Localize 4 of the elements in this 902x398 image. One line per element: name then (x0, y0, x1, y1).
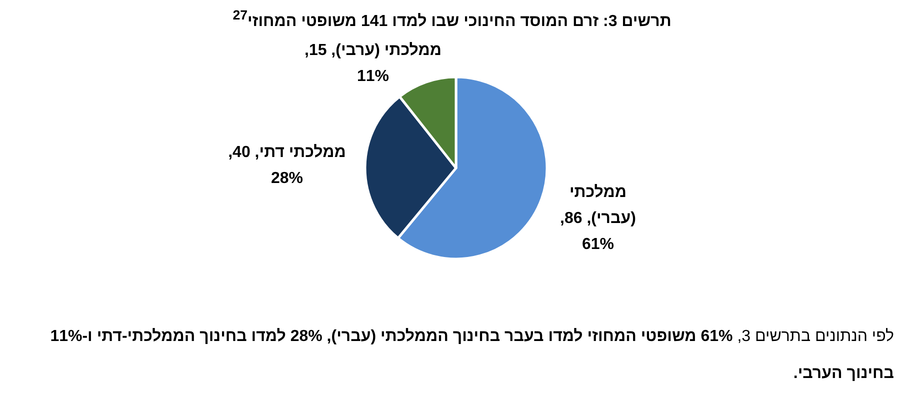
slice-label: ממלכתי (ערבי), 15, 11% (304, 42, 442, 85)
slice-label: ממלכתי דתי, 40, 28% (228, 144, 346, 187)
slice-label: ממלכתי (עברי), 86, 61% (560, 184, 636, 253)
text: לפי הנתונים בתרשים 3, 61% משופטי המחוזי למדו בעבר בחינוך הממלכתי (עברי), 28% למדו בחינוך הממלכתי-דתי ו-11% בחינוך הערבי. (50, 328, 894, 382)
